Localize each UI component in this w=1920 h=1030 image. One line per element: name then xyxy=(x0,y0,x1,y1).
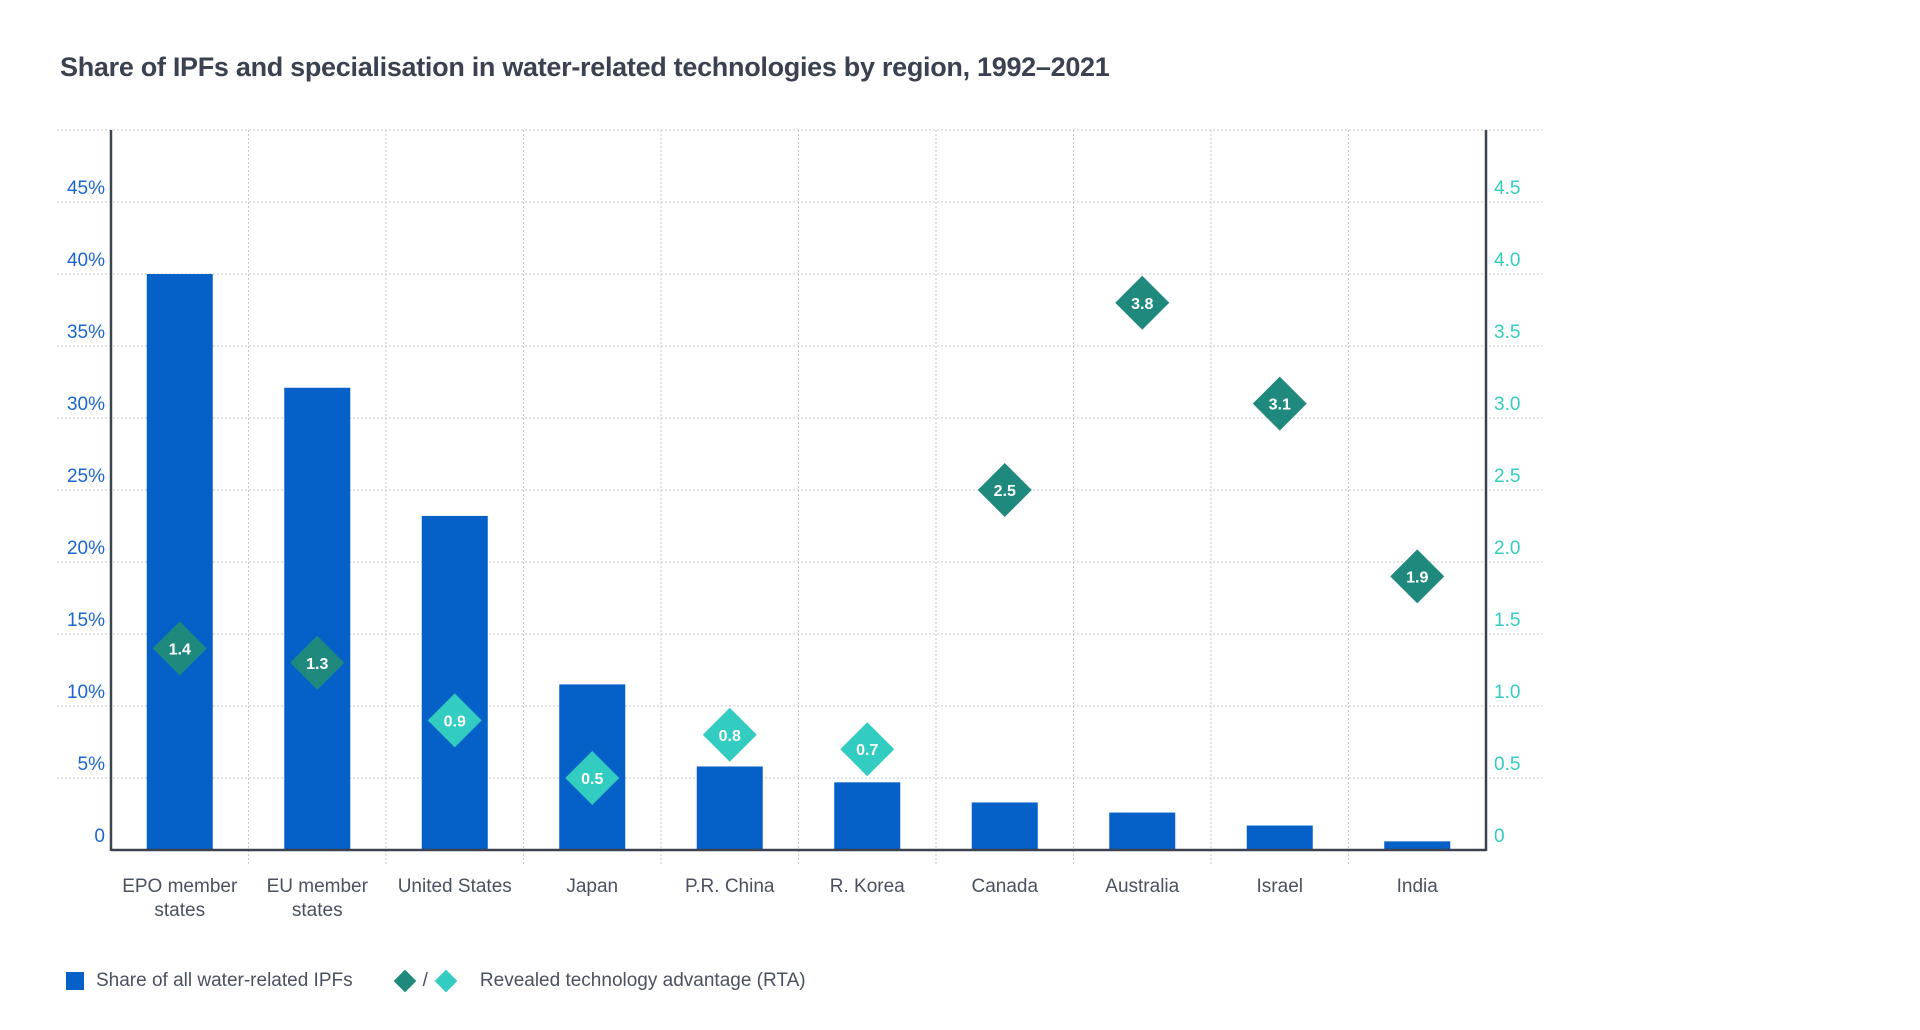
left-tick-label: 15% xyxy=(67,610,105,631)
rta-data-label: 0.5 xyxy=(581,771,603,788)
rta-diamond-4 xyxy=(702,707,757,762)
x-tick-label: P.R. China xyxy=(685,876,775,897)
rta-data-label: 1.9 xyxy=(1406,569,1428,586)
bar-9 xyxy=(1384,841,1451,850)
left-tick-label: 35% xyxy=(67,322,105,343)
x-tick-label: Australia xyxy=(1105,876,1179,897)
right-tick-label: 4.0 xyxy=(1494,250,1520,271)
bar-6 xyxy=(971,802,1038,850)
rta-data-label: 2.5 xyxy=(994,483,1016,500)
gridlines xyxy=(57,129,1542,866)
rta-diamond-5 xyxy=(840,722,895,777)
x-tick-label: Israel xyxy=(1257,876,1303,897)
legend-diamond-dark-icon xyxy=(393,969,416,993)
rta-diamond-8 xyxy=(1252,376,1307,431)
left-axis-ticks: 0 5% 10% 15% 20% 25% 30% 35% 40% 45% xyxy=(67,178,105,847)
x-tick-label: R. Korea xyxy=(830,876,905,897)
x-axis-labels: EPO member states EU member states United St… xyxy=(122,876,1438,921)
legend-bar-label: Share of all water-related IPFs xyxy=(96,970,353,991)
left-tick-label: 10% xyxy=(67,682,105,703)
right-tick-label: 4.5 xyxy=(1494,178,1520,199)
left-tick-label: 20% xyxy=(67,538,105,559)
bar-5 xyxy=(834,782,901,850)
left-tick-label: 25% xyxy=(67,466,105,487)
x-tick-label: India xyxy=(1397,876,1439,897)
rta-diamond-6 xyxy=(977,463,1032,517)
rta-data-label: 3.1 xyxy=(1269,397,1291,414)
right-tick-label: 2.5 xyxy=(1494,466,1520,487)
bar-1 xyxy=(284,387,351,850)
rta-diamond-0 xyxy=(152,621,207,676)
x-tick-label: Japan xyxy=(566,876,618,897)
right-tick-label: 0 xyxy=(1494,826,1505,847)
legend-diamond-light-icon xyxy=(434,969,458,993)
x-tick-label: United States xyxy=(398,876,512,897)
legend: Share of all water-related IPFs / Reveal… xyxy=(66,966,806,996)
rta-diamond-7 xyxy=(1115,275,1170,330)
axes xyxy=(109,130,1488,852)
legend-rta-label: Revealed technology advantage (RTA) xyxy=(479,970,806,991)
rta-data-label: 1.4 xyxy=(169,641,191,658)
rta-data-label: 0.9 xyxy=(444,713,466,730)
bar-4 xyxy=(696,766,763,850)
rta-data-label: 0.8 xyxy=(719,728,741,745)
bar-2 xyxy=(421,515,488,850)
right-tick-label: 1.5 xyxy=(1494,610,1520,631)
right-axis-ticks: 0 0.5 1.0 1.5 2.0 2.5 3.0 3.5 4.0 4.5 xyxy=(1494,178,1520,847)
right-tick-label: 3.5 xyxy=(1494,322,1520,343)
rta-data-label: 3.8 xyxy=(1131,296,1153,313)
rta-diamond-1 xyxy=(290,635,345,690)
bar-8 xyxy=(1246,825,1313,850)
right-tick-label: 1.0 xyxy=(1494,682,1520,703)
legend-separator: / xyxy=(422,970,428,991)
bar-0 xyxy=(146,274,213,850)
x-tick-label: EU member states xyxy=(267,876,369,921)
chart-title: Share of IPFs and specialisation in wate… xyxy=(60,52,1110,82)
rta-diamond-2 xyxy=(427,693,482,748)
rta-data-label: 0.7 xyxy=(856,742,878,759)
chart-area: 0 5% 10% 15% 20% 25% 30% 35% 40% 45% 0 0.5 1.0 1.5 2.… xyxy=(57,129,1542,921)
rta-data-label: 1.3 xyxy=(306,656,328,673)
legend-bar-swatch xyxy=(66,972,84,990)
right-tick-label: 2.0 xyxy=(1494,538,1520,559)
right-tick-label: 0.5 xyxy=(1494,754,1520,775)
left-tick-label: 0 xyxy=(94,826,105,847)
rta-diamond-3 xyxy=(565,751,620,805)
left-tick-label: 30% xyxy=(67,394,105,415)
left-tick-label: 5% xyxy=(78,754,106,775)
right-tick-label: 3.0 xyxy=(1494,394,1520,415)
x-tick-label: EPO member states xyxy=(122,876,238,921)
left-tick-label: 40% xyxy=(67,250,105,271)
left-tick-label: 45% xyxy=(67,178,105,199)
x-tick-label: Canada xyxy=(971,876,1038,897)
rta-series: 1.4 1.3 0.9 0.5 0.8 0.7 2.5 3.8 3.1 1.9 xyxy=(152,275,1445,805)
rta-diamond-9 xyxy=(1390,549,1445,604)
bar-7 xyxy=(1109,812,1176,850)
